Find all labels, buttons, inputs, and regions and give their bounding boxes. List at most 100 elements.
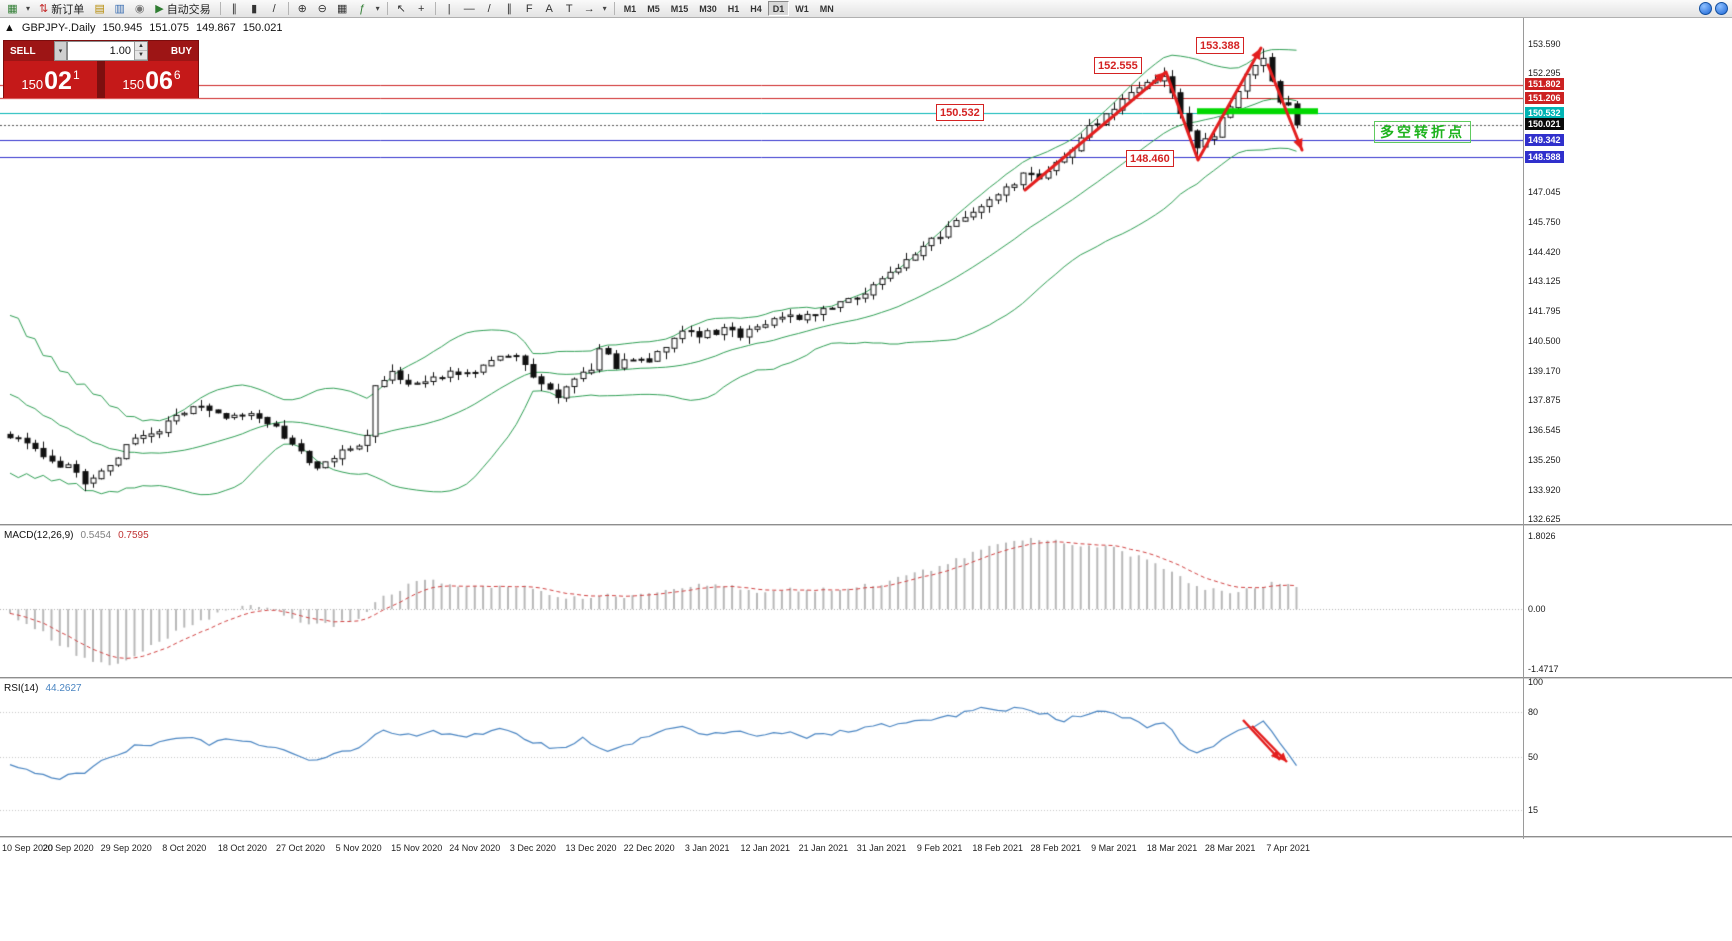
overlay-app-icon-2[interactable]: [1715, 2, 1728, 15]
data-window-icon[interactable]: ◉: [134, 3, 145, 15]
lot-spinner: ▲ ▼: [134, 42, 147, 60]
arrows-tool-icon[interactable]: →: [583, 2, 595, 15]
text-icon[interactable]: A: [545, 2, 553, 15]
indicators-dropdown-icon[interactable]: ▾: [375, 4, 380, 13]
toolbar-separator: [287, 2, 289, 15]
new-chart-dropdown-icon[interactable]: ▾: [25, 4, 30, 13]
rsi-canvas[interactable]: [0, 680, 1523, 836]
macd-header: MACD(12,26,9) 0.5454 0.7595: [4, 530, 149, 541]
toolbar-right-icons: [1699, 2, 1728, 15]
tile-windows-icon[interactable]: ▦: [336, 3, 348, 15]
price-annotation: 148.460: [1126, 150, 1174, 167]
buy-price-big-figure: 150: [122, 77, 145, 92]
sell-price-point: 1: [72, 68, 80, 82]
high-value: 151.075: [149, 22, 189, 34]
autotrade-button[interactable]: ▶ 自动交易: [150, 1, 215, 17]
macd-axis-label: 0.00: [1528, 604, 1546, 615]
time-axis-label: 5 Nov 2020: [335, 843, 382, 853]
price-chart-canvas[interactable]: [0, 18, 1523, 524]
price-axis[interactable]: 153.590 152.295 147.045 145.750 144.420 143.1…: [1524, 18, 1599, 856]
toolbar-separator: [613, 2, 615, 15]
price-badge: 148.588: [1525, 150, 1564, 163]
time-axis-label: 15 Nov 2020: [391, 843, 443, 853]
timeframe-d1-button[interactable]: D1: [767, 1, 790, 16]
price-axis-label: 144.420: [1528, 246, 1561, 257]
time-axis-label: 12 Jan 2021: [740, 843, 791, 853]
bar-chart-type-icon[interactable]: ∥: [231, 3, 237, 15]
lot-spin-down-icon[interactable]: ▼: [135, 51, 147, 60]
price-axis-label: 135.250: [1528, 454, 1561, 465]
label-icon[interactable]: T: [565, 2, 573, 15]
time-axis-label: 21 Jan 2021: [798, 843, 849, 853]
timeframe-m5-button[interactable]: M5: [647, 3, 660, 14]
buy-price-button[interactable]: 150 06 6: [104, 61, 199, 98]
sell-price-button[interactable]: 150 02 1: [4, 61, 98, 98]
sell-button[interactable]: SELL: [4, 41, 54, 61]
time-axis[interactable]: 10 Sep 2020 20 Sep 2020 29 Sep 2020 8 Oct 2…: [0, 839, 1523, 856]
vertical-line-icon[interactable]: |: [447, 2, 451, 15]
new-order-button[interactable]: ⇅ 新订单: [34, 1, 89, 17]
rsi-pane-resize-handle[interactable]: [0, 677, 1732, 679]
indicators-icon[interactable]: ƒ: [359, 2, 366, 15]
macd-signal-value: 0.7595: [118, 530, 149, 541]
rsi-name: RSI(14): [4, 683, 39, 694]
time-axis-separator: [0, 836, 1732, 838]
macd-canvas[interactable]: [0, 527, 1523, 677]
market-watch-icon[interactable]: ▥: [114, 3, 125, 15]
time-axis-label: 28 Feb 2021: [1030, 843, 1082, 853]
timeframe-m1-button[interactable]: M1: [623, 3, 637, 14]
macd-name: MACD(12,26,9): [4, 530, 74, 541]
time-axis-label: 27 Oct 2020: [275, 843, 326, 853]
line-chart-type-icon[interactable]: /: [272, 2, 276, 15]
new-chart-icon[interactable]: ▦: [7, 3, 18, 15]
cursor-icon[interactable]: ↖: [396, 3, 406, 15]
one-click-panel-toggle[interactable]: ▲: [4, 22, 15, 34]
lot-size-field: 1.00 ▲ ▼: [67, 41, 148, 61]
time-axis-label: 13 Dec 2020: [565, 843, 617, 853]
timeframe-m30-button[interactable]: M30: [699, 3, 717, 14]
price-badge: 151.802: [1525, 78, 1564, 90]
turning-point-annotation: 多空转折点: [1374, 121, 1471, 143]
fibonacci-icon[interactable]: F: [525, 2, 533, 15]
horizontal-line-icon[interactable]: —: [463, 2, 475, 15]
macd-pane-resize-handle[interactable]: [0, 524, 1732, 526]
channel-icon[interactable]: ∥: [506, 3, 512, 15]
one-click-trading-panel: SELL ▾ 1.00 ▲ ▼ BUY 150 02 1 150 06 6: [3, 40, 199, 98]
trendline-icon[interactable]: /: [487, 2, 491, 15]
overlay-app-icon-1[interactable]: [1699, 2, 1712, 15]
buy-button[interactable]: BUY: [148, 41, 198, 61]
lot-spin-up-icon[interactable]: ▲: [135, 42, 147, 51]
price-axis-label: 153.590: [1528, 39, 1561, 49]
price-axis-label: 132.625: [1528, 513, 1561, 524]
low-value: 149.867: [195, 22, 236, 34]
timeframe-h1-button[interactable]: H1: [727, 3, 740, 14]
macd-main-value: 0.5454: [80, 530, 112, 541]
price-axis-label: 133.920: [1528, 484, 1561, 495]
price-axis-label: 143.125: [1528, 276, 1561, 287]
candle-chart-type-icon[interactable]: ▮: [251, 3, 258, 15]
lot-size-input[interactable]: 1.00: [109, 45, 131, 57]
rsi-axis-label: 80: [1528, 707, 1539, 717]
crosshair-icon[interactable]: +: [417, 2, 425, 15]
rsi-axis-label: 100: [1528, 677, 1544, 687]
time-axis-label: 31 Jan 2021: [856, 843, 907, 853]
metaeditor-icon[interactable]: ▤: [94, 3, 105, 15]
zoom-in-icon[interactable]: ⊕: [297, 3, 307, 15]
zoom-out-icon[interactable]: ⊖: [317, 3, 327, 15]
price-axis-label: 147.045: [1528, 187, 1561, 198]
timeframe-mn-button[interactable]: MN: [819, 3, 834, 14]
timeframe-h4-button[interactable]: H4: [750, 3, 762, 14]
timeframe-w1-button[interactable]: W1: [795, 3, 809, 14]
autotrade-play-icon: ▶: [155, 3, 164, 15]
shapes-dropdown-icon[interactable]: ▾: [602, 4, 607, 13]
new-order-icon: ⇅: [39, 3, 49, 15]
price-axis-label: 145.750: [1528, 216, 1561, 227]
price-axis-label: 136.545: [1528, 425, 1561, 436]
toolbar-separator: [434, 2, 436, 15]
timeframe-m15-button[interactable]: M15: [670, 3, 689, 14]
toolbar-separator: [219, 2, 221, 15]
trade-panel-dropdown-icon[interactable]: ▾: [54, 41, 67, 61]
time-axis-label: 24 Nov 2020: [449, 843, 501, 853]
price-axis-label: 152.295: [1528, 68, 1561, 79]
